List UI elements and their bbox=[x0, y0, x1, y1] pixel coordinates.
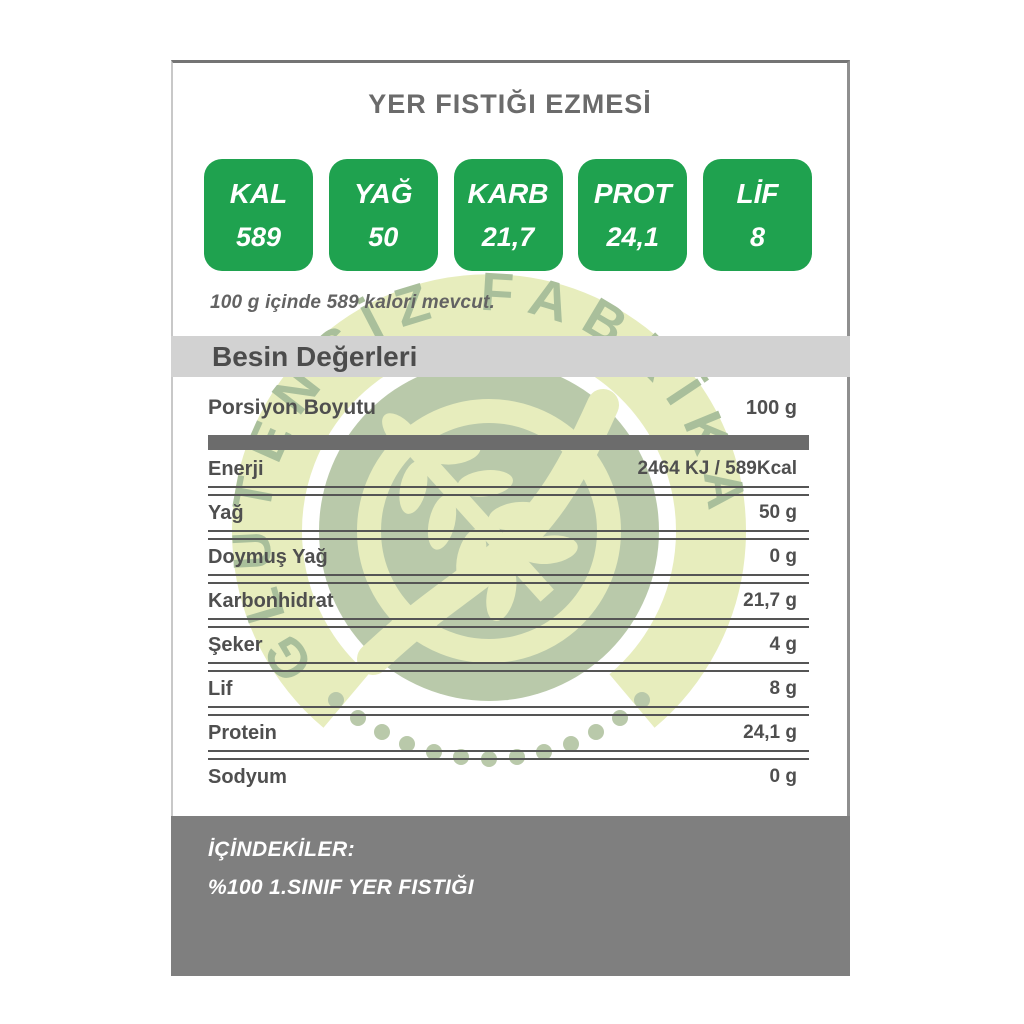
row-divider bbox=[208, 750, 809, 760]
row-value: 21,7 g bbox=[743, 590, 797, 611]
row-label: Sodyum bbox=[208, 765, 287, 788]
table-row-seker: Şeker 4 g bbox=[208, 628, 809, 662]
table-row-karbonhidrat: Karbonhidrat 21,7 g bbox=[208, 584, 809, 618]
macro-label: KAL bbox=[229, 177, 288, 209]
row-value: 4 g bbox=[769, 634, 797, 655]
serving-size-value: 100 g bbox=[745, 396, 797, 419]
row-value: 2464 KJ / 589Kcal bbox=[637, 458, 797, 479]
row-divider bbox=[208, 486, 809, 496]
row-divider bbox=[208, 706, 809, 716]
nutrition-label-card: GLUTENSİZ FABRİKA YER FISTIĞI EZMESİ KAL… bbox=[171, 60, 850, 976]
row-value: 0 g bbox=[769, 766, 797, 787]
macro-value: 589 bbox=[235, 221, 282, 252]
row-label: Yağ bbox=[208, 501, 244, 524]
ingredients-footer: İÇİNDEKİLER: %100 1.SINIF YER FISTIĞI bbox=[171, 816, 850, 976]
ingredients-heading: İÇİNDEKİLER: bbox=[208, 838, 356, 861]
macro-label: YAĞ bbox=[353, 177, 413, 209]
row-divider bbox=[208, 662, 809, 672]
macro-value: 24,1 bbox=[606, 221, 660, 252]
serving-size-label: Porsiyon Boyutu bbox=[208, 396, 377, 419]
watermark-ring bbox=[232, 274, 746, 728]
row-value: 8 g bbox=[769, 678, 797, 699]
row-label: Doymuş Yağ bbox=[208, 545, 328, 568]
row-label: Şeker bbox=[208, 633, 263, 656]
macro-box-prot: PROT 24,1 bbox=[578, 159, 688, 271]
row-label: Protein bbox=[208, 721, 277, 744]
row-divider bbox=[208, 618, 809, 628]
macro-value: 50 bbox=[368, 221, 399, 252]
macro-box-yag: YAĞ 50 bbox=[328, 159, 438, 271]
crossed-grain-stalk-icon bbox=[357, 389, 619, 675]
macro-value: 8 bbox=[749, 221, 766, 252]
macro-label: LİF bbox=[736, 177, 779, 209]
table-row-lif: Lif 8 g bbox=[208, 672, 809, 706]
table-row-doymus-yag: Doymuş Yağ 0 g bbox=[208, 540, 809, 574]
nutrition-table: Enerji 2464 KJ / 589Kcal Yağ 50 g Doymuş… bbox=[208, 452, 809, 794]
section-header-title: Besin Değerleri bbox=[212, 340, 418, 372]
ingredients-text: %100 1.SINIF YER FISTIĞI bbox=[208, 876, 474, 899]
row-value: 50 g bbox=[758, 502, 797, 523]
table-row-enerji: Enerji 2464 KJ / 589Kcal bbox=[208, 452, 809, 486]
macro-box-kal: KAL 589 bbox=[204, 159, 313, 271]
row-value: 0 g bbox=[769, 546, 797, 567]
row-divider bbox=[208, 574, 809, 584]
section-header-band: Besin Değerleri bbox=[171, 336, 850, 377]
macro-label: PROT bbox=[593, 177, 672, 209]
product-title: YER FISTIĞI EZMESİ bbox=[368, 89, 652, 119]
macro-box-lif: LİF 8 bbox=[703, 159, 812, 271]
row-label: Lif bbox=[208, 677, 233, 700]
table-row-sodyum: Sodyum 0 g bbox=[208, 760, 809, 794]
serving-size-row: Porsiyon Boyutu 100 g bbox=[208, 393, 809, 423]
row-divider bbox=[208, 530, 809, 540]
row-label: Enerji bbox=[208, 457, 264, 480]
table-row-yag: Yağ 50 g bbox=[208, 496, 809, 530]
calorie-note: 100 g içinde 589 kalori mevcut. bbox=[210, 292, 496, 313]
row-value: 24,1 g bbox=[743, 722, 797, 743]
macro-label: KARB bbox=[467, 177, 549, 209]
wheat-ear-icon bbox=[382, 413, 578, 621]
macro-summary-row: KAL 589 YAĞ 50 KARB 21,7 PROT 24,1 LİF 8 bbox=[204, 159, 812, 271]
table-header-bar bbox=[208, 435, 809, 450]
row-label: Karbonhidrat bbox=[208, 589, 334, 612]
table-row-protein: Protein 24,1 g bbox=[208, 716, 809, 750]
macro-value: 21,7 bbox=[481, 221, 535, 252]
macro-box-karb: KARB 21,7 bbox=[453, 159, 563, 271]
